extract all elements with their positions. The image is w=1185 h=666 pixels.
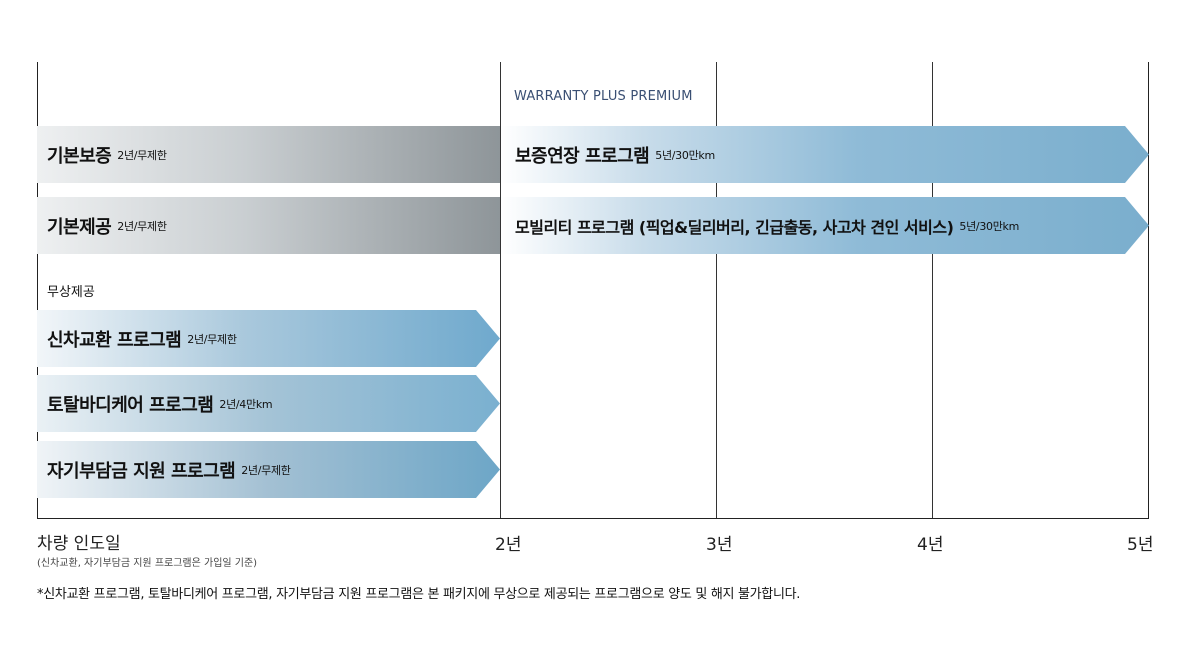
new-car-exchange-title: 신차교환 프로그램 — [47, 329, 182, 351]
total-body-care-term: 2년/4만km — [219, 397, 273, 411]
footnote: *신차교환 프로그램, 토탈바디케어 프로그램, 자기부담금 지원 프로그램은 … — [37, 587, 801, 602]
gridline-5y — [1148, 62, 1149, 518]
mobility-program-title: 모빌리티 프로그램 (픽업&딜리버리, 긴급출동, 사고차 견인 서비스) — [515, 217, 954, 237]
basic-service-bar: 기본제공 2년/무제한 — [37, 197, 500, 254]
new-car-exchange-term: 2년/무제한 — [187, 332, 237, 346]
axis-line-start — [37, 62, 38, 518]
extended-warranty-bar: 보증연장 프로그램 5년/30만km — [501, 126, 1149, 183]
deductible-support-term: 2년/무제한 — [241, 463, 291, 477]
gridline-3y — [716, 62, 717, 518]
total-body-care-bar: 토탈바디케어 프로그램 2년/4만km — [37, 375, 500, 432]
tick-2y: 2년 — [495, 535, 522, 555]
total-body-care-title: 토탈바디케어 프로그램 — [47, 394, 214, 416]
extended-warranty-title: 보증연장 프로그램 — [515, 145, 650, 167]
timeline-baseline — [37, 518, 1149, 519]
mobility-program-bar: 모빌리티 프로그램 (픽업&딜리버리, 긴급출동, 사고차 견인 서비스) 5년… — [501, 197, 1149, 254]
tick-3y: 3년 — [706, 535, 733, 555]
gridline-4y — [932, 62, 933, 518]
tick-4y: 4년 — [917, 535, 944, 555]
tick-5y: 5년 — [1127, 535, 1154, 555]
gridline-2y — [500, 62, 501, 518]
basic-service-title: 기본제공 — [47, 216, 112, 238]
delivery-date-note: (신차교환, 자기부담금 지원 프로그램은 가입일 기준) — [37, 558, 258, 569]
extended-warranty-term: 5년/30만km — [655, 148, 715, 162]
free-provision-label: 무상제공 — [47, 285, 95, 300]
warranty-plus-label: WARRANTY PLUS PREMIUM — [514, 89, 693, 104]
deductible-support-title: 자기부담금 지원 프로그램 — [47, 460, 236, 482]
basic-warranty-bar: 기본보증 2년/무제한 — [37, 126, 500, 183]
basic-service-term: 2년/무제한 — [117, 219, 167, 233]
basic-warranty-title: 기본보증 — [47, 145, 112, 167]
deductible-support-bar: 자기부담금 지원 프로그램 2년/무제한 — [37, 441, 500, 498]
delivery-date-label: 차량 인도일 — [37, 534, 121, 554]
basic-warranty-term: 2년/무제한 — [117, 148, 167, 162]
new-car-exchange-bar: 신차교환 프로그램 2년/무제한 — [37, 310, 500, 367]
mobility-program-term: 5년/30만km — [959, 219, 1020, 233]
